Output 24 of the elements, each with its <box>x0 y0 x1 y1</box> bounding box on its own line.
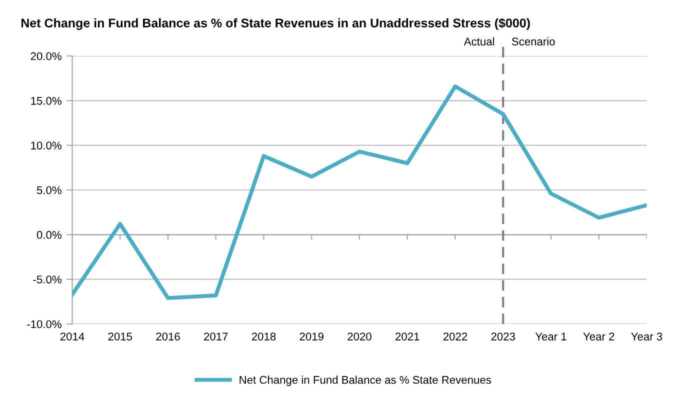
text: Scenario <box>512 37 555 46</box>
x-tick-label: 2015 <box>108 332 132 340</box>
x-tick-label: Year 3 <box>631 332 662 340</box>
x-tick-label: 2017 <box>204 332 228 340</box>
y-tick-label: 5.0% <box>36 186 62 194</box>
y-tick-label: 15.0% <box>31 96 62 105</box>
x-tick-label: 2018 <box>252 332 276 340</box>
x-tick-label: 2020 <box>348 332 372 340</box>
y-tick-label: 0.0% <box>36 230 62 239</box>
x-tick-label: 2014 <box>60 332 84 340</box>
y-tick-label: 10.0% <box>31 142 62 150</box>
x-tick-label: 2022 <box>443 332 468 340</box>
y-tick-label: -5.0% <box>33 276 62 284</box>
x-tick-label: 2023 <box>491 332 515 340</box>
x-tick-label: Year 2 <box>583 332 614 340</box>
legend-label: Net Change in Fund Balance as % State Revenues <box>240 376 492 386</box>
chart-title: Net Change in Fund Balance as % of State Revenues in an Unaddressed Stress ($000) <box>21 18 530 30</box>
x-tick-label: 2016 <box>156 332 180 340</box>
x-tick-label: 2019 <box>300 332 324 340</box>
x-tick-label: 2021 <box>396 332 420 340</box>
x-tick-label: Year 1 <box>535 332 566 340</box>
y-tick-label: 20.0% <box>30 52 62 60</box>
y-tick-label: -10.0% <box>27 320 62 328</box>
text: Actual <box>464 37 494 46</box>
